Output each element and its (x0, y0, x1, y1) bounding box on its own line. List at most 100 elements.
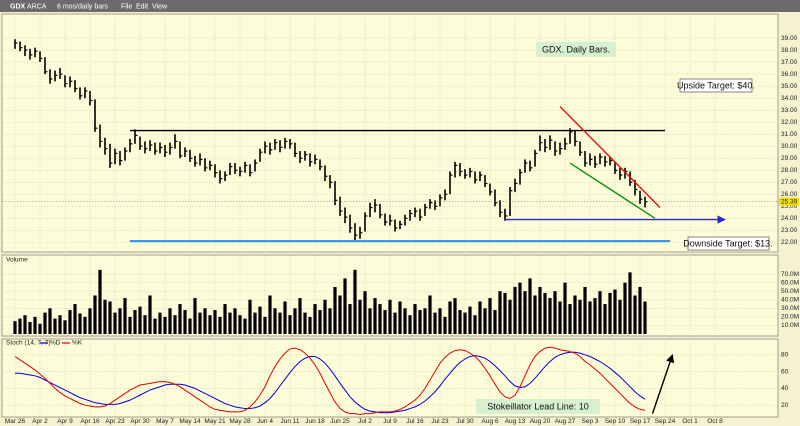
period[interactable]: 6 mos/daily bars (57, 3, 108, 10)
volume-bar (213, 310, 217, 334)
volume-bar (573, 295, 577, 334)
y-tick-label: 80 (781, 352, 789, 359)
volume-bar (463, 312, 467, 334)
menu-view[interactable]: View (152, 3, 168, 10)
volume-bar (323, 299, 327, 334)
x-tick-label: Jul 23 (431, 418, 449, 425)
volume-bar (448, 301, 452, 334)
volume-bar (268, 295, 272, 334)
x-tick-label: Jun 11 (280, 418, 299, 425)
volume-bar (288, 315, 292, 334)
volume-bar (338, 295, 342, 334)
plot-layer: 22.00 23.00 24.00 25.00 26.00 27.00 28.00 29.00… (2, 14, 799, 425)
volume-bar (18, 318, 22, 334)
volume-bar (193, 298, 197, 334)
volume-bar (528, 278, 532, 334)
volume-bar (373, 298, 377, 334)
volume-bar (173, 315, 177, 334)
volume-bar (123, 298, 127, 334)
y-tick-label: 60 (781, 368, 789, 375)
y-tick-label: 38.00 (781, 47, 798, 54)
volume-bar (488, 298, 492, 334)
y-tick-label: 50.0M (781, 288, 799, 295)
volume-bar (578, 299, 582, 334)
volume-bar (428, 295, 432, 334)
y-tick-label: 36.00 (781, 71, 798, 78)
volume-bar (388, 299, 392, 334)
volume-bar (23, 315, 27, 334)
volume-bar (548, 298, 552, 334)
volume-bar (403, 308, 407, 334)
panel-title: Volume (6, 257, 28, 264)
volume-bar (368, 308, 372, 334)
x-tick-label: Jul 16 (406, 418, 424, 425)
volume-bar (143, 315, 147, 334)
volume-bar (113, 312, 117, 334)
volume-bar (458, 310, 462, 334)
volume-bar (108, 301, 112, 334)
volume-bar (148, 295, 152, 334)
volume-bar (128, 316, 132, 334)
volume-bar (553, 291, 557, 334)
x-tick-label: May 28 (229, 418, 251, 425)
stoch-line (15, 351, 646, 414)
volume-bar (263, 316, 267, 334)
volume-bar (133, 310, 137, 334)
volume-bar (83, 316, 87, 334)
volume-bar (628, 272, 632, 334)
legend-label: %D (50, 340, 61, 347)
x-tick-label: Aug 27 (555, 418, 576, 425)
volume-bar (303, 312, 307, 334)
trend-line (569, 162, 656, 219)
y-tick-label: 24.00 (781, 215, 798, 222)
x-tick-label: Jul 9 (383, 418, 397, 425)
x-tick-label: Jun 25 (330, 418, 350, 425)
volume-bar (313, 304, 317, 334)
volume-bar (53, 318, 57, 334)
x-tick-label: Jul 30 (456, 418, 474, 425)
volume-bar (588, 301, 592, 334)
volume-bar (363, 291, 367, 334)
annotation: GDX. Daily Bars. (542, 44, 610, 54)
volume-bar (28, 322, 32, 334)
volume-bar (418, 310, 422, 334)
volume-bar (308, 316, 312, 334)
y-tick-label: 27.00 (781, 179, 798, 186)
volume-bar (433, 312, 437, 334)
volume-bar (153, 318, 157, 334)
volume-bar (638, 286, 642, 334)
volume-bar (168, 308, 172, 334)
x-tick-label: Mar 26 (5, 418, 26, 425)
trend-line (651, 354, 675, 414)
volume-bar (398, 301, 402, 334)
y-tick-label: 60.0M (781, 279, 799, 286)
y-tick-label: 23.00 (781, 227, 798, 234)
y-tick-label: 40 (781, 385, 789, 392)
menu-file[interactable]: File (121, 3, 132, 10)
annotation: Downside Target: $13. (683, 238, 772, 248)
last-price-box (779, 197, 799, 206)
volume-bar (453, 298, 457, 334)
x-tick-label: Apr 30 (130, 418, 150, 425)
volume-bar (543, 292, 547, 334)
menu-edit[interactable]: Edit (136, 3, 148, 10)
volume-bar (88, 308, 92, 334)
annotation-box (536, 42, 616, 57)
title-bar (0, 0, 800, 12)
volume-bar (233, 308, 237, 334)
volume-bar (333, 286, 337, 334)
y-tick-label: 31.00 (781, 131, 798, 138)
volume-bar (298, 298, 302, 334)
y-tick-label: 28.00 (781, 167, 798, 174)
x-tick-label: Sep 24 (655, 418, 676, 425)
volume-bar (258, 306, 262, 334)
volume-bar (513, 286, 517, 334)
volume-bar (218, 316, 222, 334)
x-tick-label: Jun 18 (305, 418, 325, 425)
x-tick-label: Apr 9 (57, 418, 73, 425)
volume-bar (358, 299, 362, 334)
x-tick-label: Apr 23 (105, 418, 125, 425)
annotation: Stokeillator Lead Line: 10 (487, 401, 589, 411)
volume-bar (93, 295, 97, 334)
